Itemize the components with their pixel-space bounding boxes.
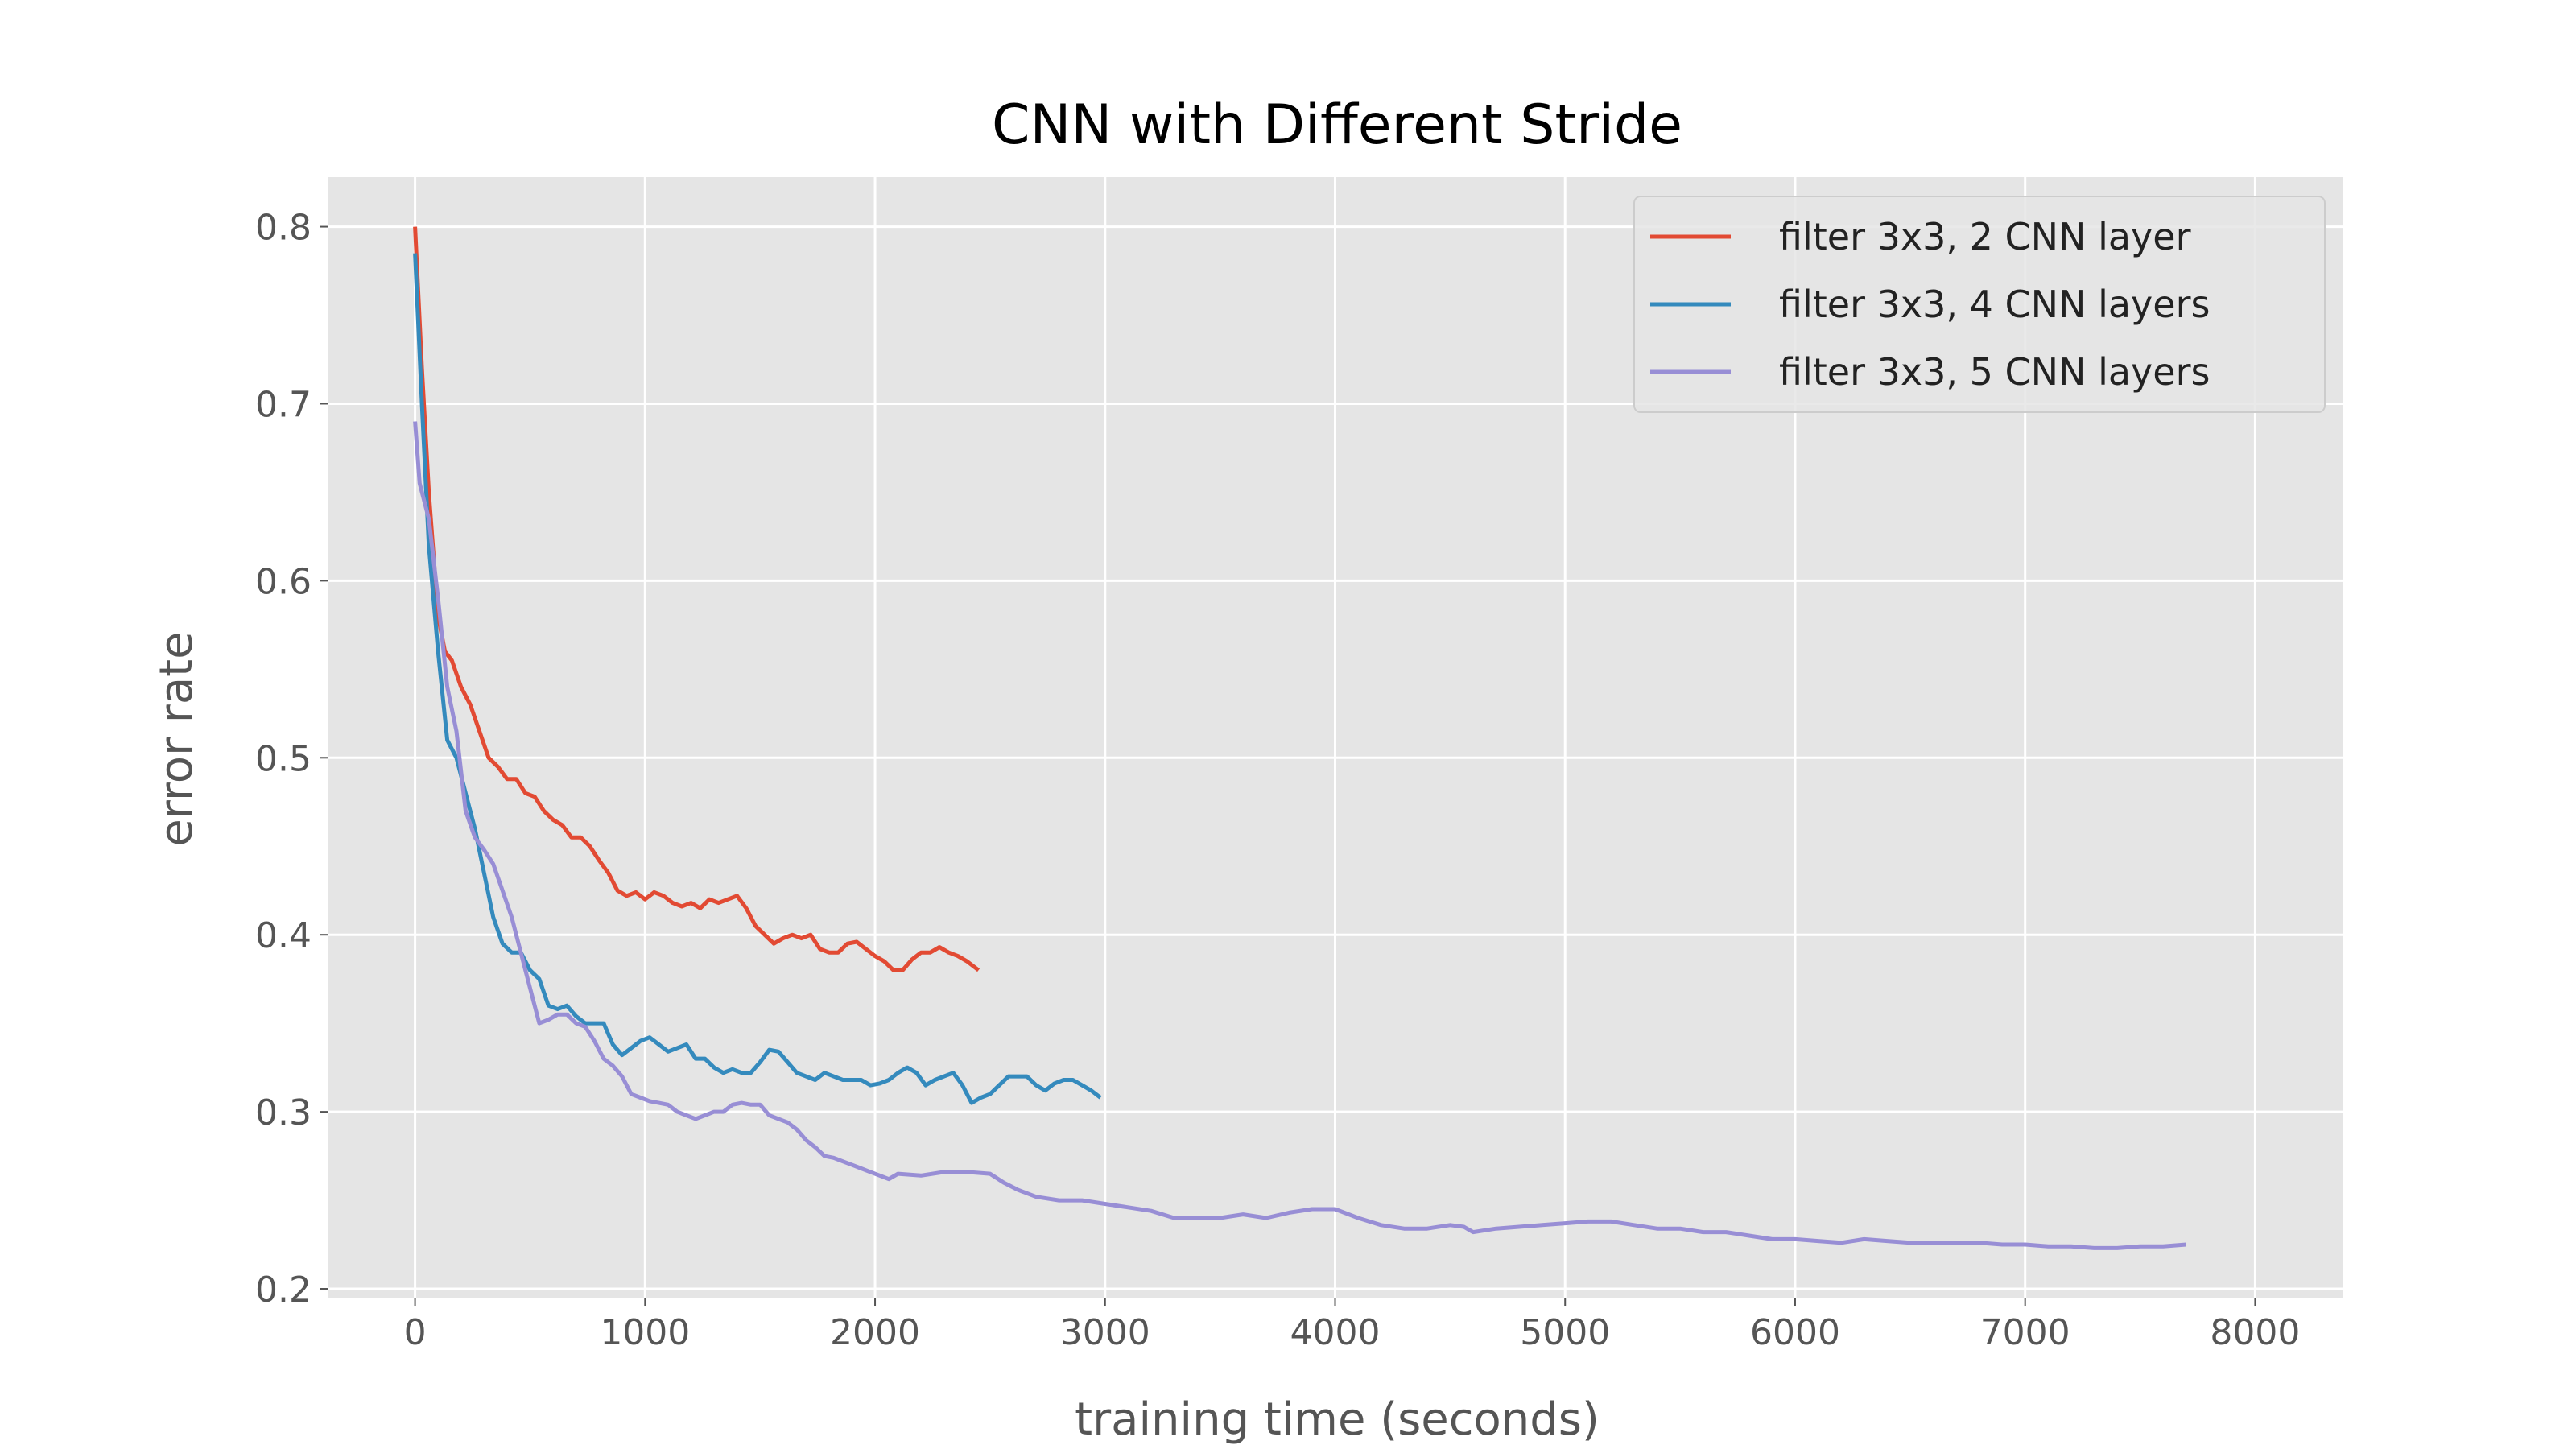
x-tick-label: 4000 [1290,1312,1381,1353]
y-tick-label: 0.7 [255,384,312,425]
x-tick-label: 8000 [2210,1312,2300,1353]
series-line-2 [413,253,1102,1105]
y-axis-ticks: 0.2 0.3 0.4 0.5 0.6 0.7 0.8 [255,208,328,1311]
y-tick-label: 0.3 [255,1092,312,1133]
series-layer [413,226,2186,1250]
x-tick-label: 5000 [1520,1312,1610,1353]
x-tick-label: 1000 [600,1312,690,1353]
x-tick-label: 2000 [830,1312,920,1353]
x-tick-label: 0 [404,1312,427,1353]
legend-label: filter 3x3, 4 CNN layers [1779,283,2210,326]
legend-box [1633,196,2326,413]
x-tick-label: 6000 [1750,1312,1840,1353]
y-tick-label: 0.6 [255,561,312,602]
x-axis-label: training time (seconds) [1075,1393,1600,1446]
y-tick-label: 0.8 [255,208,312,249]
series-line-1 [413,226,980,972]
y-tick-label: 0.4 [255,915,312,956]
y-axis-label: error rate [151,631,203,846]
legend: filter 3x3, 2 CNN layer filter 3x3, 4 CNN… [1633,196,2326,413]
y-tick-label: 0.5 [255,738,312,779]
y-tick-label: 0.2 [255,1269,312,1311]
legend-label: filter 3x3, 2 CNN layer [1779,215,2191,258]
series-line-3 [413,421,2186,1250]
x-tick-label: 3000 [1060,1312,1150,1353]
chart-title: CNN with Different Stride [992,93,1682,157]
x-axis-ticks: 0 1000 2000 3000 4000 5000 6000 7000 8000 [404,1298,2300,1353]
x-tick-label: 7000 [1980,1312,2070,1353]
legend-label: filter 3x3, 5 CNN layers [1779,350,2210,394]
